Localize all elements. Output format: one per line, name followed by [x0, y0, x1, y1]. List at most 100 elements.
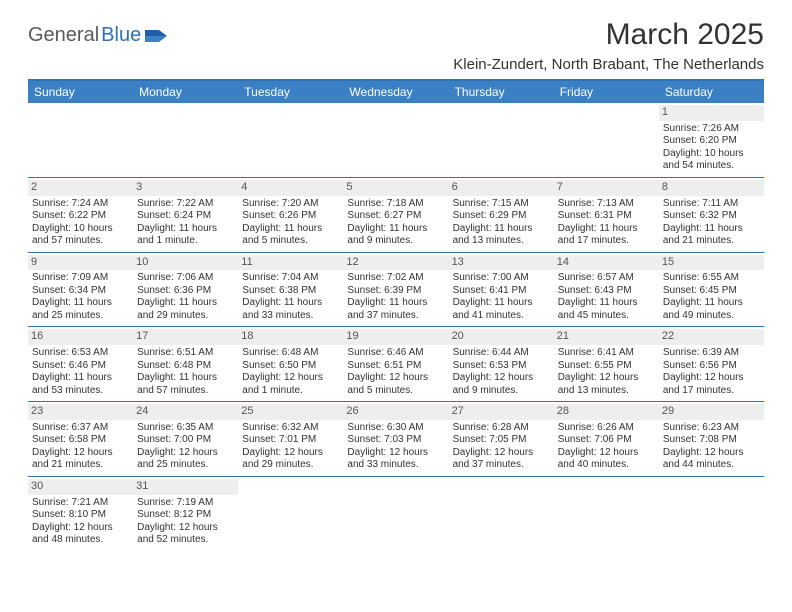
sunrise-text: Sunrise: 6:44 AM: [453, 347, 550, 360]
day-number: 14: [554, 255, 659, 271]
calendar-cell: 28 Sunrise: 6:26 AMSunset: 7:06 PMDayligh…: [554, 402, 659, 477]
weekday-header: Sunday: [28, 81, 133, 103]
sunrise-text: Sunrise: 7:02 AM: [347, 272, 444, 285]
sunset-text: Sunset: 7:06 PM: [558, 434, 655, 447]
calendar-week: ......1Sunrise: 7:26 AMSunset: 6:20 PMDa…: [28, 103, 764, 177]
day-number: 12: [343, 255, 448, 271]
day-number: 18: [238, 329, 343, 345]
daylight-text: Daylight: 11 hours and 25 minutes.: [32, 297, 129, 322]
day-number: 24: [133, 404, 238, 420]
day-number: 13: [449, 255, 554, 271]
sunset-text: Sunset: 6:38 PM: [242, 285, 339, 298]
header: General Blue March 2025 Klein-Zundert, N…: [28, 18, 764, 73]
calendar-table: SundayMondayTuesdayWednesdayThursdayFrid…: [28, 81, 764, 551]
calendar-cell: .: [28, 103, 133, 177]
sunrise-text: Sunrise: 6:30 AM: [347, 422, 444, 435]
calendar-cell: 24Sunrise: 6:35 AMSunset: 7:00 PMDayligh…: [133, 402, 238, 477]
calendar-cell: .: [449, 103, 554, 177]
day-number: 7: [554, 180, 659, 196]
sunset-text: Sunset: 6:20 PM: [663, 135, 760, 148]
sunrise-text: Sunrise: 6:28 AM: [453, 422, 550, 435]
calendar-cell: 22Sunrise: 6:39 AMSunset: 6:56 PMDayligh…: [659, 327, 764, 402]
day-number: 19: [343, 329, 448, 345]
daylight-text: Daylight: 12 hours and 9 minutes.: [453, 372, 550, 397]
sunrise-text: Sunrise: 6:48 AM: [242, 347, 339, 360]
day-number: 9: [28, 255, 133, 271]
sunset-text: Sunset: 6:50 PM: [242, 360, 339, 373]
sunrise-text: Sunrise: 7:13 AM: [558, 198, 655, 211]
sunrise-text: Sunrise: 7:18 AM: [347, 198, 444, 211]
daylight-text: Daylight: 12 hours and 40 minutes.: [558, 447, 655, 472]
sunrise-text: Sunrise: 6:46 AM: [347, 347, 444, 360]
sunrise-text: Sunrise: 6:41 AM: [558, 347, 655, 360]
day-number: 17: [133, 329, 238, 345]
calendar-cell: 10Sunrise: 7:06 AMSunset: 6:36 PMDayligh…: [133, 252, 238, 327]
calendar-cell: .: [133, 103, 238, 177]
calendar-cell: 27Sunrise: 6:28 AMSunset: 7:05 PMDayligh…: [449, 402, 554, 477]
calendar-cell: 23Sunrise: 6:37 AMSunset: 6:58 PMDayligh…: [28, 402, 133, 477]
sunrise-text: Sunrise: 7:24 AM: [32, 198, 129, 211]
sunset-text: Sunset: 6:26 PM: [242, 210, 339, 223]
day-number: 25: [238, 404, 343, 420]
sunset-text: Sunset: 6:32 PM: [663, 210, 760, 223]
daylight-text: Daylight: 12 hours and 52 minutes.: [137, 522, 234, 547]
calendar-cell: .: [343, 103, 448, 177]
sunrise-text: Sunrise: 6:55 AM: [663, 272, 760, 285]
calendar-cell: 3Sunrise: 7:22 AMSunset: 6:24 PMDaylight…: [133, 177, 238, 252]
daylight-text: Daylight: 11 hours and 9 minutes.: [347, 223, 444, 248]
sunrise-text: Sunrise: 7:11 AM: [663, 198, 760, 211]
calendar-cell: 7Sunrise: 7:13 AMSunset: 6:31 PMDaylight…: [554, 177, 659, 252]
sunset-text: Sunset: 8:10 PM: [32, 509, 129, 522]
sunrise-text: Sunrise: 6:51 AM: [137, 347, 234, 360]
sunset-text: Sunset: 7:03 PM: [347, 434, 444, 447]
day-number: 5: [343, 180, 448, 196]
day-number: 26: [343, 404, 448, 420]
daylight-text: Daylight: 11 hours and 33 minutes.: [242, 297, 339, 322]
calendar-cell: 31Sunrise: 7:19 AMSunset: 8:12 PMDayligh…: [133, 476, 238, 550]
calendar-cell: 29Sunrise: 6:23 AMSunset: 7:08 PMDayligh…: [659, 402, 764, 477]
sunset-text: Sunset: 6:43 PM: [558, 285, 655, 298]
calendar-cell: 1Sunrise: 7:26 AMSunset: 6:20 PMDaylight…: [659, 103, 764, 177]
daylight-text: Daylight: 11 hours and 41 minutes.: [453, 297, 550, 322]
sunset-text: Sunset: 6:34 PM: [32, 285, 129, 298]
sunrise-text: Sunrise: 6:26 AM: [558, 422, 655, 435]
day-number: 31: [133, 479, 238, 495]
day-number: 16: [28, 329, 133, 345]
daylight-text: Daylight: 12 hours and 17 minutes.: [663, 372, 760, 397]
sunset-text: Sunset: 6:45 PM: [663, 285, 760, 298]
calendar-cell: 13Sunrise: 7:00 AMSunset: 6:41 PMDayligh…: [449, 252, 554, 327]
flag-icon: [145, 27, 167, 45]
sunset-text: Sunset: 6:31 PM: [558, 210, 655, 223]
day-number: 3: [133, 180, 238, 196]
sunset-text: Sunset: 7:05 PM: [453, 434, 550, 447]
sunset-text: Sunset: 7:08 PM: [663, 434, 760, 447]
calendar-week: 16Sunrise: 6:53 AMSunset: 6:46 PMDayligh…: [28, 327, 764, 402]
calendar-week: 9Sunrise: 7:09 AMSunset: 6:34 PMDaylight…: [28, 252, 764, 327]
location-subtitle: Klein-Zundert, North Brabant, The Nether…: [453, 56, 764, 73]
calendar-cell: 11Sunrise: 7:04 AMSunset: 6:38 PMDayligh…: [238, 252, 343, 327]
daylight-text: Daylight: 11 hours and 13 minutes.: [453, 223, 550, 248]
day-number: 23: [28, 404, 133, 420]
day-number: 22: [659, 329, 764, 345]
day-number: 30: [28, 479, 133, 495]
sunrise-text: Sunrise: 6:53 AM: [32, 347, 129, 360]
calendar-cell: 14Sunrise: 6:57 AMSunset: 6:43 PMDayligh…: [554, 252, 659, 327]
daylight-text: Daylight: 11 hours and 45 minutes.: [558, 297, 655, 322]
daylight-text: Daylight: 11 hours and 1 minute.: [137, 223, 234, 248]
sunrise-text: Sunrise: 7:19 AM: [137, 497, 234, 510]
calendar-cell: 19Sunrise: 6:46 AMSunset: 6:51 PMDayligh…: [343, 327, 448, 402]
calendar-cell: 25Sunrise: 6:32 AMSunset: 7:01 PMDayligh…: [238, 402, 343, 477]
sunset-text: Sunset: 6:22 PM: [32, 210, 129, 223]
day-number: 11: [238, 255, 343, 271]
day-number: 28: [554, 404, 659, 420]
daylight-text: Daylight: 11 hours and 57 minutes.: [137, 372, 234, 397]
calendar-week: 2 Sunrise: 7:24 AMSunset: 6:22 PM Daylight…: [28, 177, 764, 252]
calendar-cell: 8Sunrise: 7:11 AMSunset: 6:32 PMDaylight…: [659, 177, 764, 252]
sunset-text: Sunset: 6:24 PM: [137, 210, 234, 223]
weekday-header: Friday: [554, 81, 659, 103]
day-number: 2: [28, 180, 133, 196]
day-number: 10: [133, 255, 238, 271]
calendar-body: ......1Sunrise: 7:26 AMSunset: 6:20 PMDa…: [28, 103, 764, 551]
sunset-text: Sunset: 6:27 PM: [347, 210, 444, 223]
sunrise-text: Sunrise: 6:32 AM: [242, 422, 339, 435]
